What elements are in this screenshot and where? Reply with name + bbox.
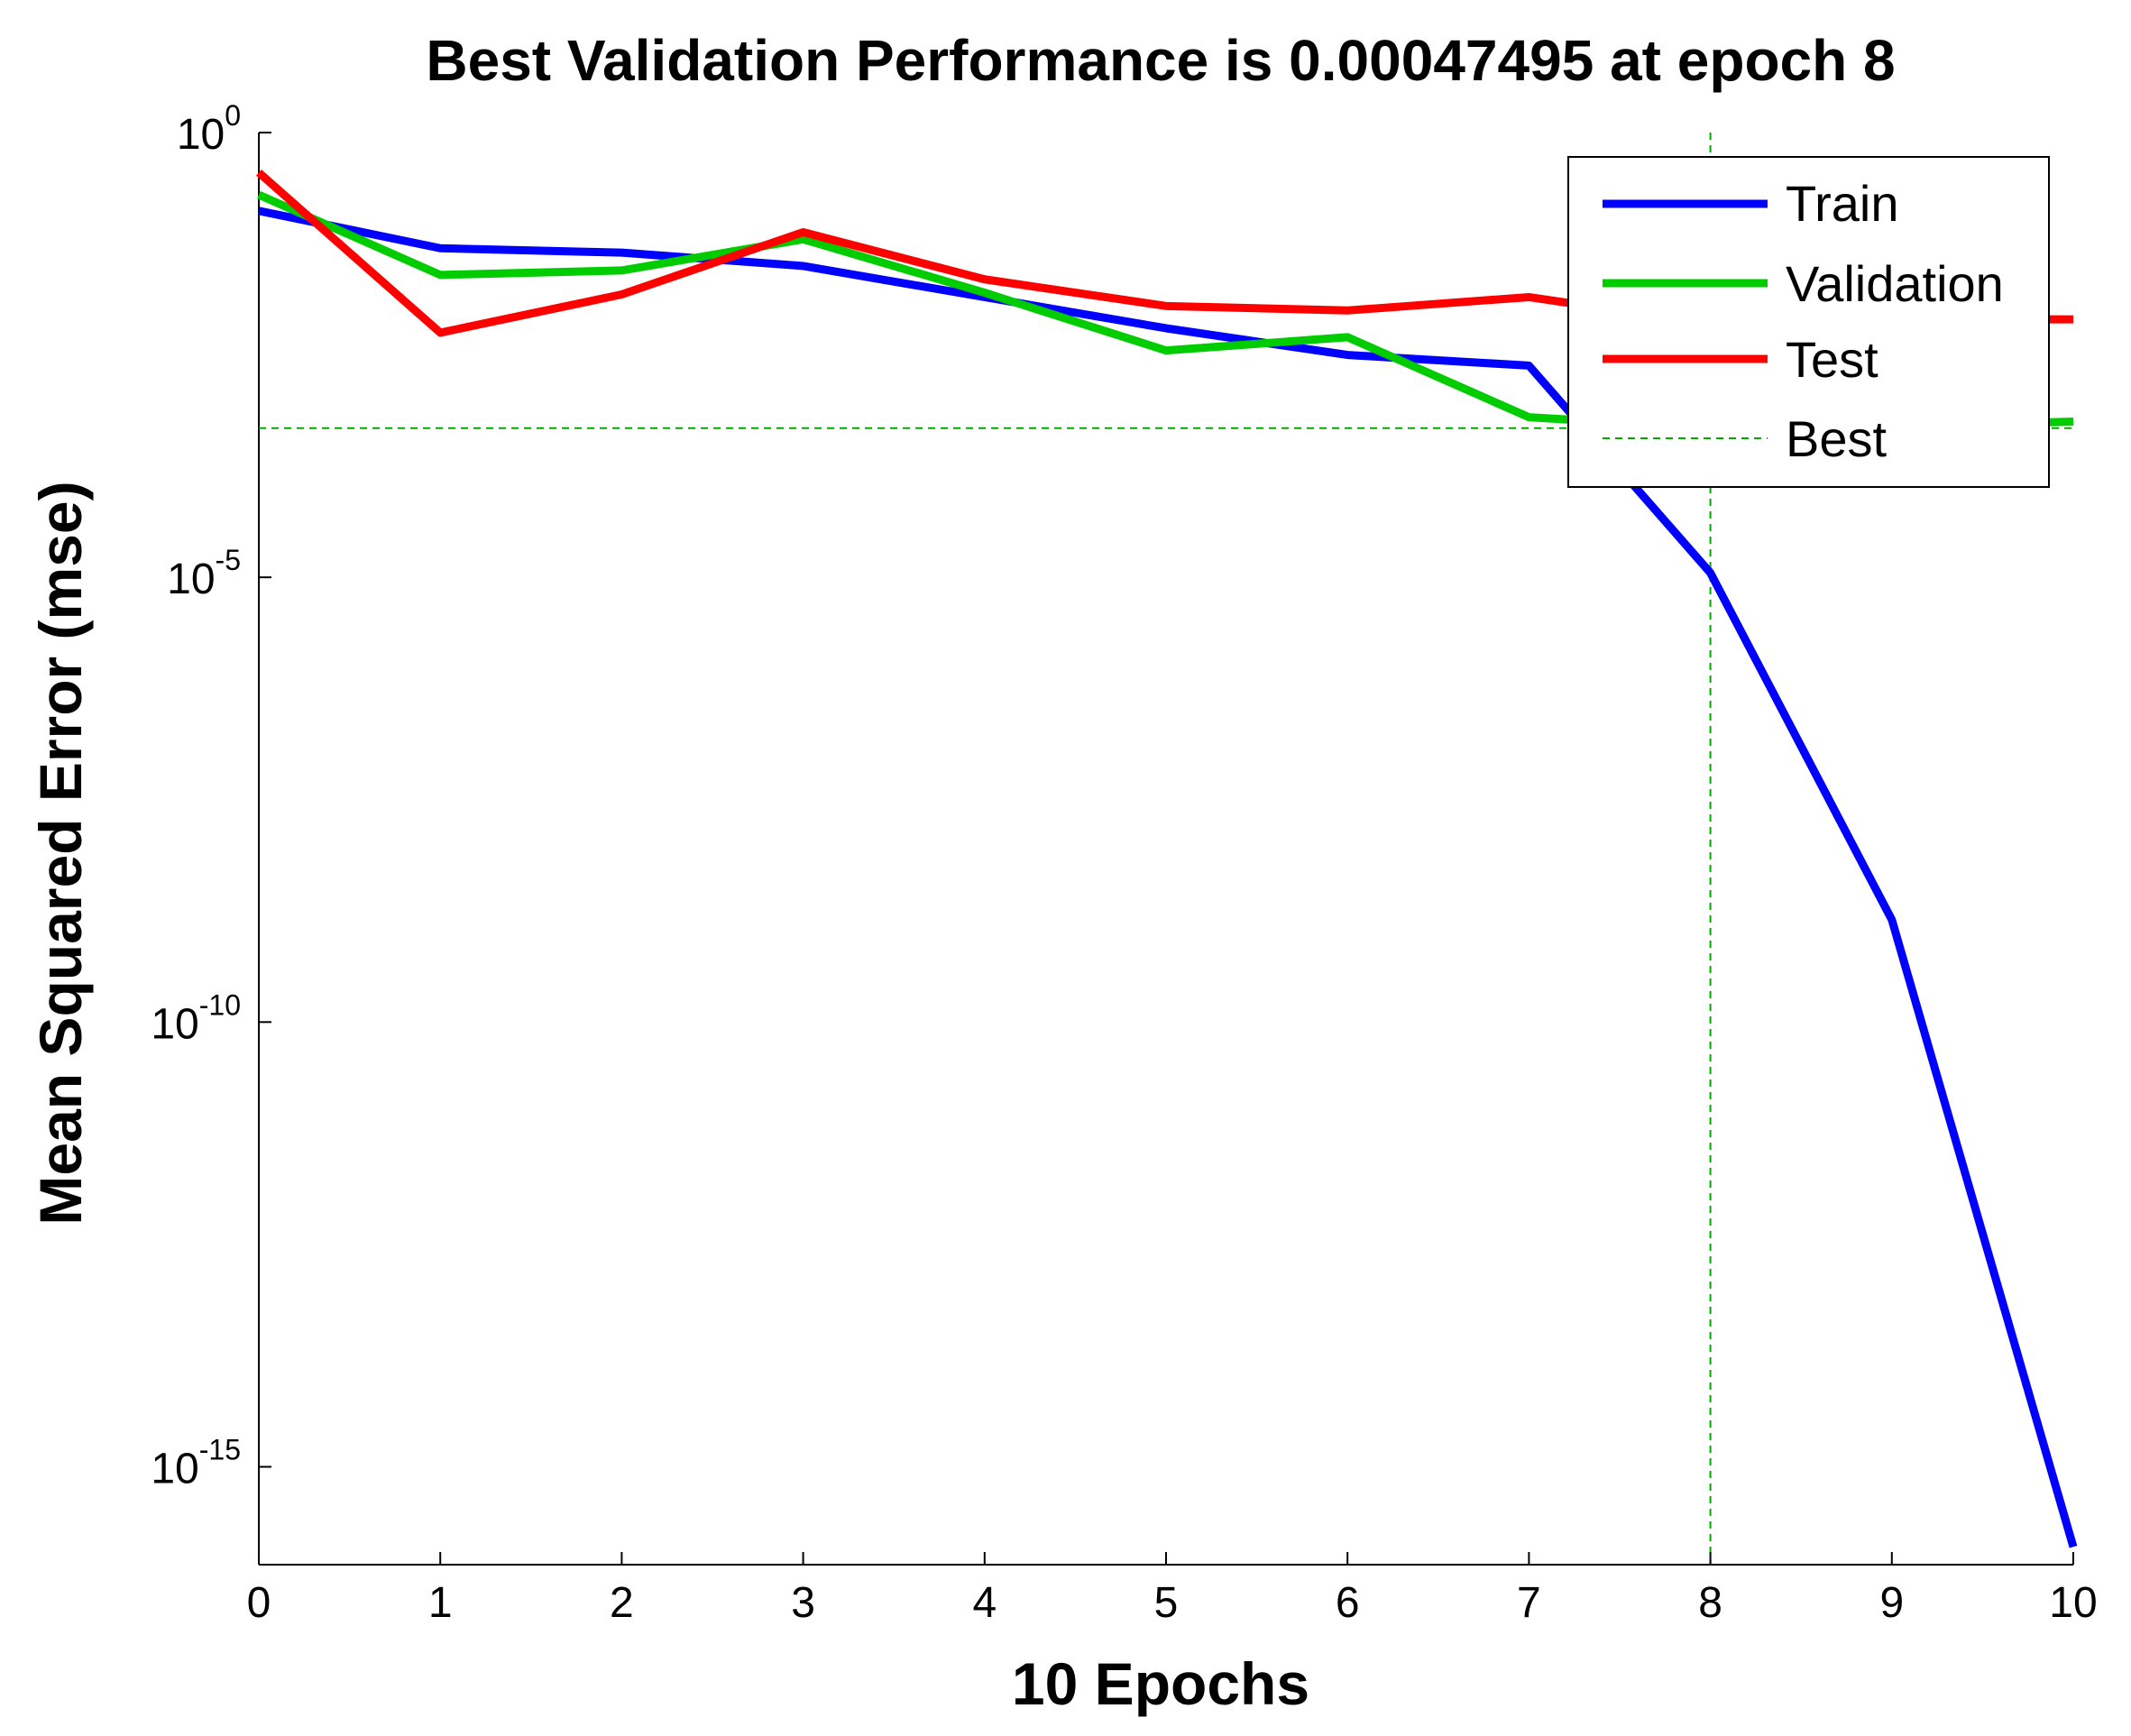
x-axis-label: 10 Epochs	[1012, 1650, 1309, 1717]
best-guides	[259, 133, 2073, 1565]
series-line-train	[258, 207, 2078, 1548]
x-tick-label: 10	[2049, 1579, 2097, 1627]
x-tick-label: 3	[791, 1579, 815, 1627]
x-tick-label: 0	[247, 1579, 271, 1627]
x-tick-label: 2	[610, 1579, 634, 1627]
x-tick-label: 8	[1698, 1579, 1722, 1627]
legend: Train Validation Test Best	[1567, 156, 2050, 488]
x-tick-label: 1	[428, 1579, 453, 1627]
legend-box	[1567, 156, 2050, 488]
x-tick-label: 7	[1517, 1579, 1541, 1627]
legend-label-test: Test	[1786, 331, 1878, 388]
y-tick-label: 10-5	[167, 544, 241, 603]
y-tick-label: 10-15	[151, 1434, 241, 1493]
x-tick-label: 5	[1154, 1579, 1179, 1627]
legend-label-validation: Validation	[1786, 255, 2004, 312]
y-tick-label: 100	[177, 99, 241, 159]
x-tick-label: 9	[1879, 1579, 1904, 1627]
x-tick-label: 6	[1336, 1579, 1360, 1627]
chart-title: Best Validation Performance is 0.0004749…	[426, 28, 1895, 93]
y-axis-label: Mean Squared Error (mse)	[27, 481, 94, 1225]
axis-ticks: 0 1 2 3 4 5 6 7 8 9 10 100 10-5 10-10 10-15	[151, 99, 2097, 1627]
legend-label-best: Best	[1786, 410, 1887, 467]
y-tick-label: 10-10	[151, 988, 241, 1048]
x-tick-label: 4	[972, 1579, 997, 1627]
legend-label-train: Train	[1786, 175, 1899, 232]
